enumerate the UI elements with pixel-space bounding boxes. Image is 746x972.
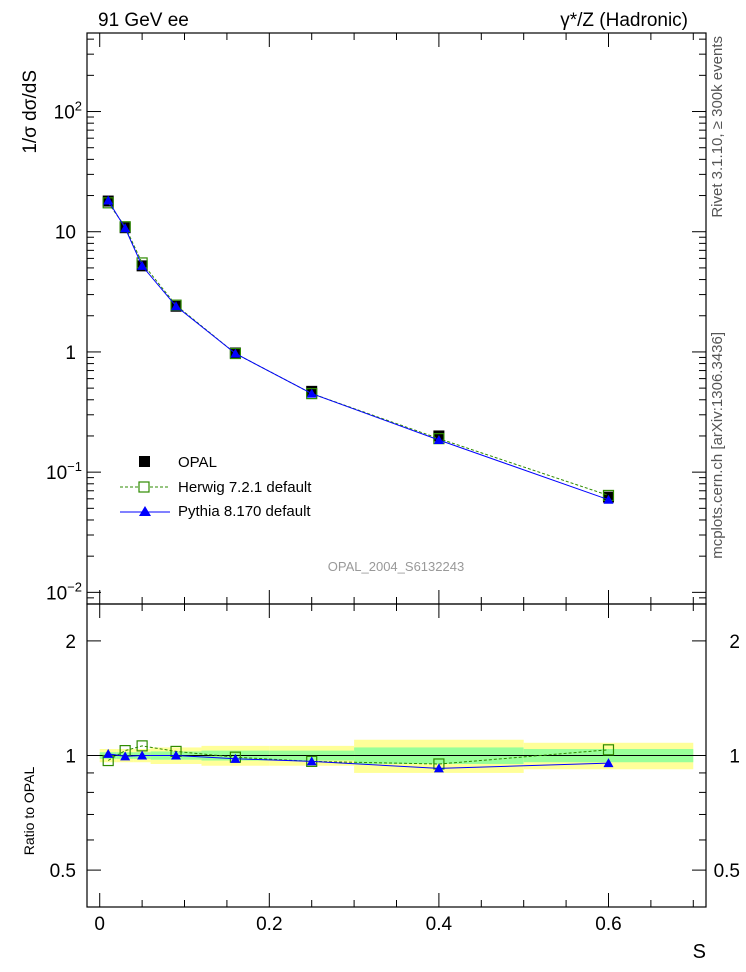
- main-pythia-point-2: [137, 260, 148, 270]
- ratio-panel-frame: [86, 603, 707, 908]
- main-pythia-point-3: [171, 301, 182, 311]
- main-pythia-point-7: [603, 494, 614, 504]
- ratio-pythia-point-0: [103, 748, 114, 758]
- x-tick-label-1: 0.2: [256, 914, 282, 935]
- ratio-y-tick-label-left-0: 0.5: [50, 861, 76, 882]
- rivet-version-label: Rivet 3.1.10, ≥ 300k events: [709, 36, 726, 218]
- x-axis-label: S: [693, 941, 706, 963]
- ratio-y-tick-label-left-2: 2: [65, 632, 76, 653]
- legend-label-opal: OPAL: [178, 454, 217, 471]
- ratio-pythia-point-1: [120, 751, 131, 761]
- ratio-herwig-line: [107, 745, 609, 765]
- main-herwig-line: [107, 202, 609, 496]
- ratio-pythia-point-2: [137, 750, 148, 760]
- main-pythia-point-4: [230, 348, 241, 358]
- legend-marker-pythia: [139, 506, 151, 516]
- main-y-tick-label-3: 10: [55, 223, 76, 244]
- ratio-y-tick-label-left-1: 1: [65, 747, 76, 768]
- ratio-pythia-point-5: [306, 756, 317, 766]
- ratio-y-tick-label-right-1: 1: [729, 747, 740, 768]
- ratio-pythia-line: [108, 753, 609, 769]
- main-y-tick-label-1: 10−1: [46, 459, 82, 484]
- ratio-y-axis-label: Ratio to OPAL: [21, 767, 37, 856]
- legend-label-pythia: Pythia 8.170 default: [178, 503, 311, 520]
- main-y-axis-label: 1/σ dσ/dS: [20, 70, 41, 154]
- ratio-y-tick-label-right-2: 2: [729, 632, 740, 653]
- main-y-tick-label-2: 1: [65, 343, 76, 364]
- main-y-tick-label-4: 102: [54, 99, 82, 124]
- main-pythia-point-6: [433, 435, 444, 445]
- ratio-pythia-point-4: [230, 753, 241, 763]
- analysis-id-label: OPAL_2004_S6132243: [328, 559, 464, 574]
- ratio-pythia-point-7: [603, 758, 614, 768]
- main-pythia-point-0: [103, 195, 114, 205]
- ratio-y-tick-label-right-0: 0.5: [714, 861, 740, 882]
- header-right-label: γ*/Z (Hadronic): [560, 10, 688, 31]
- tick-labels: 10−2 10−1 1 10 102 0.5 0.5 1 1 2 2 0 0.2 0.4 0.6: [46, 99, 740, 935]
- data-series: [102, 195, 615, 773]
- ratio-pythia-point-6: [433, 763, 444, 773]
- x-tick-label-3: 0.6: [595, 914, 621, 935]
- legend-marker-opal: [139, 456, 150, 467]
- x-tick-label-0: 0: [94, 914, 105, 935]
- ratio-herwig-point-7: [602, 744, 615, 756]
- legend-marker-herwig: [138, 481, 150, 493]
- header-left-label: 91 GeV ee: [98, 10, 189, 31]
- ratio-pythia-point-3: [171, 750, 182, 760]
- main-y-tick-label-0: 10−2: [46, 579, 82, 604]
- x-tick-label-2: 0.4: [426, 914, 453, 935]
- main-pythia-point-5: [306, 388, 317, 398]
- legend: OPAL Herwig 7.2.1 default Pythia 8.170 d…: [120, 454, 312, 520]
- main-pythia-point-1: [120, 223, 131, 233]
- mcplots-source-label: mcplots.cern.ch [arXiv:1306.3436]: [709, 332, 726, 559]
- main-pythia-line: [107, 200, 609, 501]
- legend-label-herwig: Herwig 7.2.1 default: [178, 479, 312, 496]
